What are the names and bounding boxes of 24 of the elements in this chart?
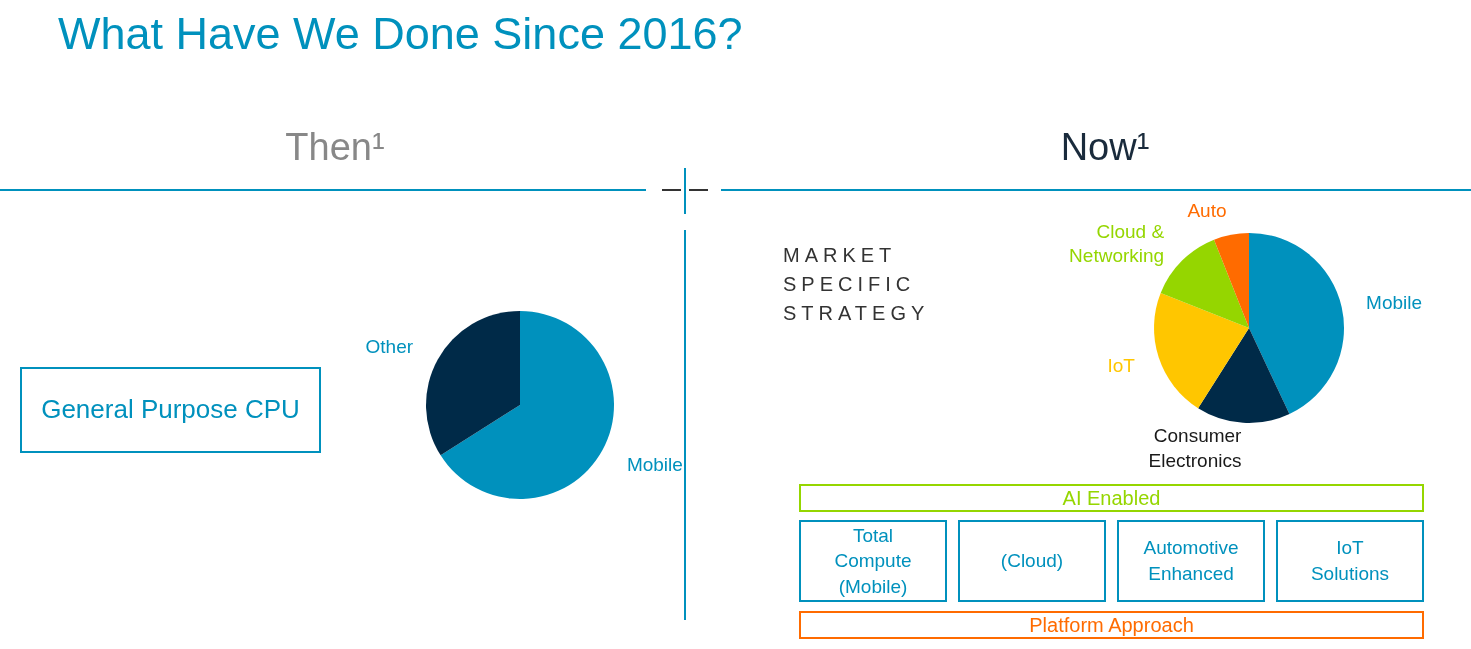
chart-title: Now¹ bbox=[1059, 126, 1151, 169]
slice-label: Mobile bbox=[1366, 291, 1423, 313]
pie-slice bbox=[1154, 293, 1249, 409]
slice-label: Cloud & Networking bbox=[1069, 220, 1165, 266]
pie-slice bbox=[440, 311, 614, 499]
text: Platform Approach bbox=[799, 611, 1424, 639]
slice-label: Other bbox=[365, 335, 414, 357]
text: (Cloud) bbox=[958, 520, 1106, 602]
chart-title: What Have We Done Since 2016? bbox=[58, 8, 743, 60]
pie-slice bbox=[1249, 233, 1344, 414]
text: AI Enabled bbox=[799, 484, 1424, 512]
text: IoT Solutions bbox=[1276, 520, 1424, 602]
text: General Purpose CPU bbox=[20, 367, 321, 453]
slice-label: Mobile bbox=[626, 453, 683, 475]
text: MARKET SPECIFIC STRATEGY bbox=[783, 243, 931, 326]
slice-label: Auto bbox=[1187, 199, 1227, 221]
slice-label: IoT bbox=[1107, 354, 1136, 376]
chart-subtitle: Then¹ bbox=[284, 126, 386, 169]
slice-label: Consumer Electronics bbox=[1148, 424, 1243, 471]
pie-slice bbox=[1214, 233, 1249, 328]
pie-slice bbox=[1198, 328, 1290, 423]
text: Automotive Enhanced bbox=[1117, 520, 1265, 602]
pie-slice bbox=[426, 311, 520, 456]
text: Total Compute (Mobile) bbox=[799, 520, 947, 602]
